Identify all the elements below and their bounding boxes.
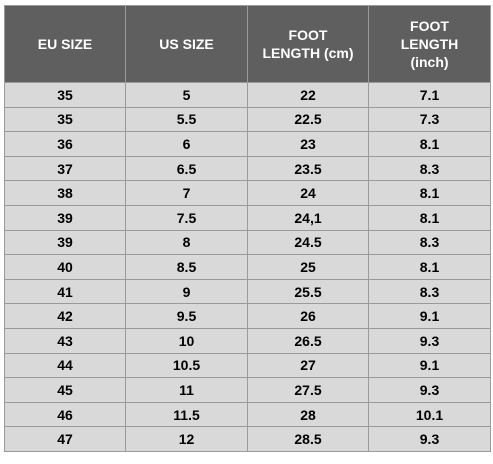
table-row: 36 6 23 8.1 bbox=[4, 131, 491, 157]
foot-length-cm-cell: 25.5 bbox=[247, 278, 369, 305]
us-size-cell: 12 bbox=[125, 426, 248, 452]
foot-length-cm-cell: 28 bbox=[247, 401, 369, 428]
us-size-cell: 7.5 bbox=[125, 204, 248, 231]
foot-length-cm-cell: 27.5 bbox=[247, 377, 369, 403]
us-size-cell: 6.5 bbox=[125, 155, 248, 182]
foot-length-cm-cell: 25 bbox=[247, 254, 369, 280]
table-row: 43 10 26.5 9.3 bbox=[4, 327, 491, 354]
foot-length-inch-cell: 7.1 bbox=[368, 82, 491, 108]
foot-length-inch-cell: 8.1 bbox=[368, 180, 491, 206]
eu-size-cell: 44 bbox=[4, 352, 126, 379]
foot-length-cm-cell: 24,1 bbox=[247, 204, 369, 231]
table-row: 45 11 27.5 9.3 bbox=[4, 377, 491, 403]
eu-size-cell: 39 bbox=[4, 229, 126, 256]
size-chart-body: 35 5 22 7.1 35 5.5 22.5 7.3 36 6 23 8.1 37 6.5 23.5 8.3… bbox=[4, 82, 491, 452]
eu-size-cell: 45 bbox=[4, 377, 126, 403]
us-size-cell: 6 bbox=[125, 131, 248, 157]
foot-length-cm-cell: 27 bbox=[247, 352, 369, 379]
us-size-cell: 5 bbox=[125, 82, 248, 108]
eu-size-cell: 47 bbox=[4, 426, 126, 452]
us-size-cell: 9.5 bbox=[125, 303, 248, 329]
eu-size-cell: 38 bbox=[4, 180, 126, 206]
foot-length-inch-cell: 10.1 bbox=[368, 401, 491, 428]
us-size-cell: 8 bbox=[125, 229, 248, 256]
foot-length-inch-cell: 8.1 bbox=[368, 131, 491, 157]
foot-length-inch-cell: 7.3 bbox=[368, 106, 491, 133]
header-row: EU SIZE US SIZE FOOT LENGTH (cm) FOOT LENG… bbox=[4, 5, 491, 83]
table-row: 47 12 28.5 9.3 bbox=[4, 426, 491, 452]
eu-size-cell: 42 bbox=[4, 303, 126, 329]
foot-length-inch-cell: 9.3 bbox=[368, 426, 491, 452]
table-row: 38 7 24 8.1 bbox=[4, 180, 491, 206]
us-size-cell: 10.5 bbox=[125, 352, 248, 379]
table-row: 44 10.5 27 9.1 bbox=[4, 352, 491, 379]
eu-size-cell: 40 bbox=[4, 254, 126, 280]
foot-length-cm-cell: 23 bbox=[247, 131, 369, 157]
foot-length-cm-cell: 22.5 bbox=[247, 106, 369, 133]
table-row: 39 8 24.5 8.3 bbox=[4, 229, 491, 256]
foot-length-cm-cell: 26.5 bbox=[247, 327, 369, 354]
header-foot-length-cm: FOOT LENGTH (cm) bbox=[247, 5, 369, 83]
table-row: 40 8.5 25 8.1 bbox=[4, 254, 491, 280]
foot-length-inch-cell: 8.3 bbox=[368, 278, 491, 305]
size-chart-table: EU SIZE US SIZE FOOT LENGTH (cm) FOOT LENG… bbox=[4, 5, 491, 452]
foot-length-inch-cell: 9.1 bbox=[368, 352, 491, 379]
foot-length-cm-cell: 28.5 bbox=[247, 426, 369, 452]
eu-size-cell: 46 bbox=[4, 401, 126, 428]
header-foot-length-inch: FOOT LENGTH (inch) bbox=[368, 5, 491, 83]
eu-size-cell: 43 bbox=[4, 327, 126, 354]
foot-length-inch-cell: 8.1 bbox=[368, 254, 491, 280]
eu-size-cell: 36 bbox=[4, 131, 126, 157]
eu-size-cell: 41 bbox=[4, 278, 126, 305]
foot-length-inch-cell: 9.3 bbox=[368, 327, 491, 354]
us-size-cell: 11.5 bbox=[125, 401, 248, 428]
size-chart-header: EU SIZE US SIZE FOOT LENGTH (cm) FOOT LENG… bbox=[4, 5, 491, 83]
foot-length-cm-cell: 26 bbox=[247, 303, 369, 329]
foot-length-inch-cell: 8.3 bbox=[368, 155, 491, 182]
foot-length-inch-cell: 9.1 bbox=[368, 303, 491, 329]
us-size-cell: 10 bbox=[125, 327, 248, 354]
eu-size-cell: 35 bbox=[4, 106, 126, 133]
table-row: 46 11.5 28 10.1 bbox=[4, 401, 491, 428]
foot-length-cm-cell: 22 bbox=[247, 82, 369, 108]
table-row: 35 5.5 22.5 7.3 bbox=[4, 106, 491, 133]
table-row: 42 9.5 26 9.1 bbox=[4, 303, 491, 329]
eu-size-cell: 37 bbox=[4, 155, 126, 182]
eu-size-cell: 35 bbox=[4, 82, 126, 108]
foot-length-inch-cell: 8.3 bbox=[368, 229, 491, 256]
us-size-cell: 5.5 bbox=[125, 106, 248, 133]
us-size-cell: 9 bbox=[125, 278, 248, 305]
us-size-cell: 11 bbox=[125, 377, 248, 403]
foot-length-inch-cell: 9.3 bbox=[368, 377, 491, 403]
foot-length-cm-cell: 23.5 bbox=[247, 155, 369, 182]
table-row: 37 6.5 23.5 8.3 bbox=[4, 155, 491, 182]
us-size-cell: 7 bbox=[125, 180, 248, 206]
header-eu-size: EU SIZE bbox=[4, 5, 126, 83]
table-row: 35 5 22 7.1 bbox=[4, 82, 491, 108]
header-us-size: US SIZE bbox=[125, 5, 248, 83]
us-size-cell: 8.5 bbox=[125, 254, 248, 280]
foot-length-cm-cell: 24.5 bbox=[247, 229, 369, 256]
table-row: 39 7.5 24,1 8.1 bbox=[4, 204, 491, 231]
foot-length-cm-cell: 24 bbox=[247, 180, 369, 206]
table-row: 41 9 25.5 8.3 bbox=[4, 278, 491, 305]
foot-length-inch-cell: 8.1 bbox=[368, 204, 491, 231]
eu-size-cell: 39 bbox=[4, 204, 126, 231]
